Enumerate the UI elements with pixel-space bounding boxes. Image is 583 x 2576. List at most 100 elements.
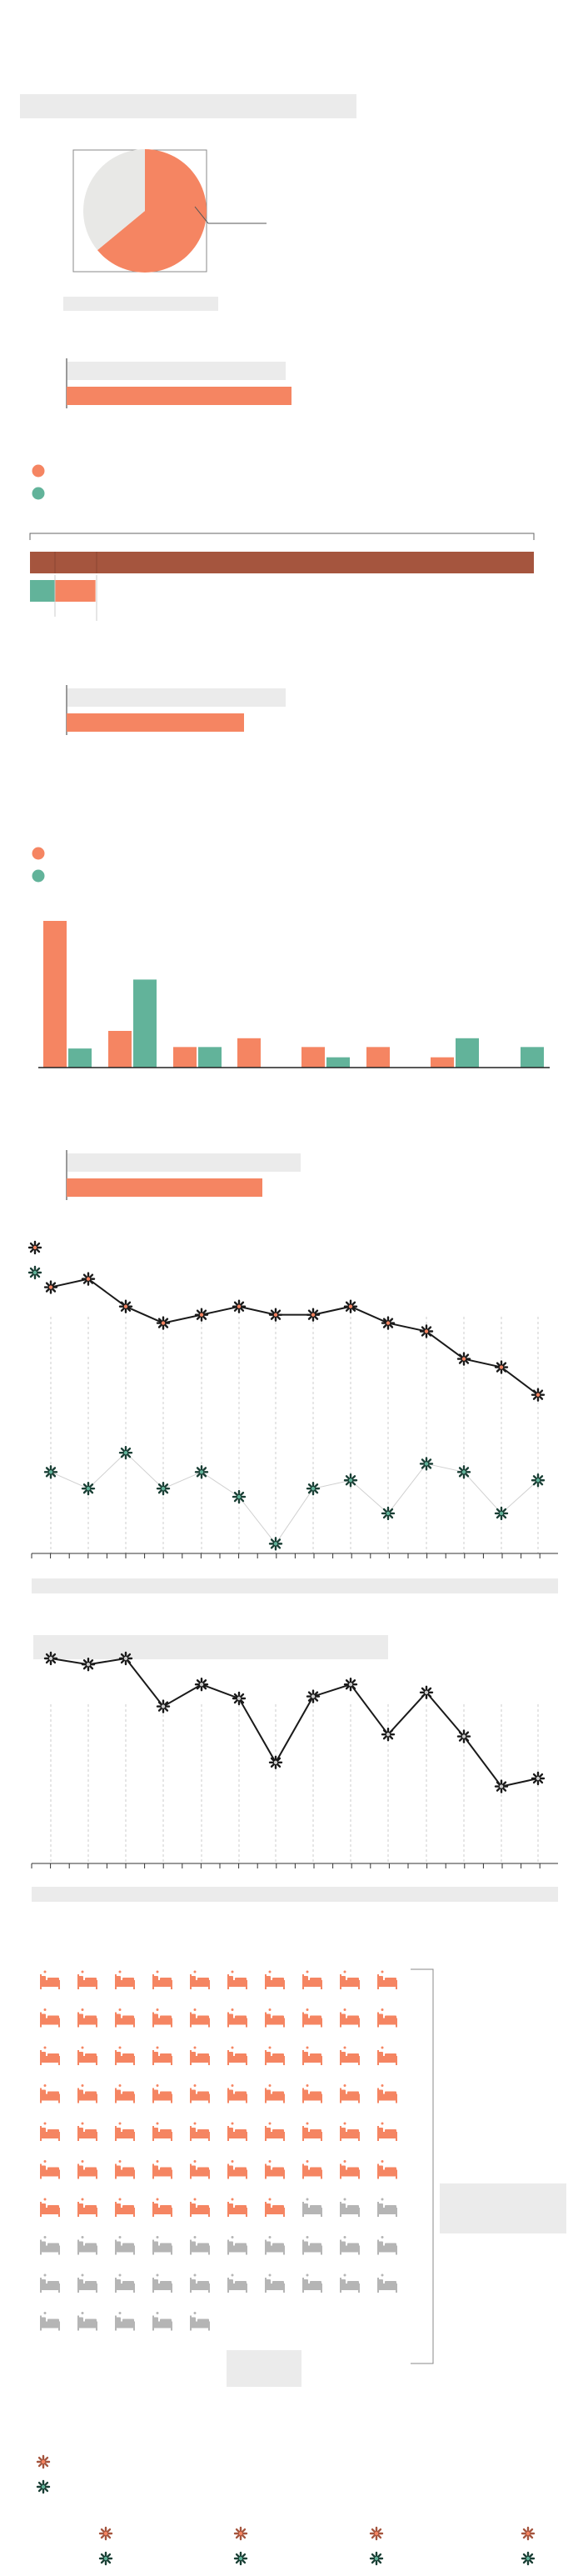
bar3-label-placeholder — [67, 1153, 301, 1172]
bed-icon — [77, 2084, 97, 2103]
point-1-1 — [81, 1481, 96, 1496]
point-0-8 — [343, 1299, 358, 1313]
bar-1-0 — [108, 1031, 132, 1068]
bed-icon — [265, 2236, 285, 2255]
bed-icon — [227, 1970, 247, 1989]
bar-7-1 — [521, 1047, 544, 1068]
bed-icon — [302, 2198, 322, 2217]
bed-icon — [340, 2160, 360, 2179]
point-0-11 — [456, 1729, 471, 1743]
bed-icon — [40, 2198, 60, 2217]
point-0-2 — [118, 1651, 133, 1666]
pie-chart — [82, 149, 207, 273]
bed-icon — [77, 2273, 97, 2293]
bed-icon — [115, 2046, 135, 2065]
bed-icon — [152, 2273, 172, 2293]
bed-icon — [40, 2046, 60, 2065]
bed-icon — [340, 2198, 360, 2217]
bed-icon — [377, 2084, 397, 2103]
bar-0-0 — [43, 921, 67, 1068]
bed-icon — [77, 2122, 97, 2141]
bar1-label-placeholder — [67, 362, 286, 380]
bed-icon — [227, 2236, 247, 2255]
comparison-bracket — [29, 533, 535, 540]
bed-icon — [302, 1970, 322, 1989]
bed-icon — [227, 2046, 247, 2065]
point-0-5 — [232, 1299, 247, 1313]
legend-top — [32, 464, 45, 500]
line1-footer-placeholder — [32, 1578, 558, 1593]
point-1-9 — [381, 1506, 396, 1521]
bed-icon — [152, 2198, 172, 2217]
line2-title-placeholder — [33, 1635, 388, 1659]
bed-icon — [302, 2046, 322, 2065]
footer-marker-bottom-3 — [521, 2551, 536, 2566]
point-0-13 — [531, 1388, 546, 1402]
bed-icon — [265, 2160, 285, 2179]
pictogram-tail-placeholder — [227, 2350, 301, 2387]
pictogram-annotation-placeholder — [440, 2183, 566, 2233]
bed-icon — [190, 2312, 210, 2331]
bed-icon — [40, 2122, 60, 2141]
bed-icon — [377, 2160, 397, 2179]
bar2-fill — [67, 713, 244, 732]
bar-5-0 — [366, 1047, 390, 1068]
pictogram-bracket — [411, 1968, 434, 2364]
point-0-5 — [232, 1691, 247, 1706]
bed-icon — [115, 2160, 135, 2179]
bed-icon — [190, 2084, 210, 2103]
point-1-2 — [118, 1445, 133, 1460]
bed-icon — [340, 2046, 360, 2065]
bed-icon — [340, 2008, 360, 2028]
point-0-6 — [268, 1755, 283, 1770]
point-1-0 — [43, 1465, 58, 1479]
series-line-0 — [50, 1278, 539, 1396]
point-0-9 — [381, 1316, 396, 1330]
point-1-5 — [232, 1489, 247, 1504]
bed-icon — [40, 2160, 60, 2179]
bed-icon — [115, 2198, 135, 2217]
bed-icon — [340, 2084, 360, 2103]
bed-icon — [40, 2273, 60, 2293]
footer-legend-star-1 — [36, 2479, 51, 2494]
bar-4-1 — [326, 1057, 350, 1068]
bar2-label-placeholder — [67, 688, 286, 707]
bed-icon — [265, 2084, 285, 2103]
legend-star-0 — [27, 1240, 42, 1255]
bed-icon — [40, 2084, 60, 2103]
bed-icon — [152, 2236, 172, 2255]
bed-icon — [190, 2273, 210, 2293]
point-1-8 — [343, 1473, 358, 1488]
comparison-bar-teal — [30, 580, 56, 602]
bed-icon — [190, 2122, 210, 2141]
bed-icon — [302, 2122, 322, 2141]
footer-marker-top-3 — [521, 2526, 536, 2541]
point-1-11 — [456, 1465, 471, 1479]
bed-icon — [302, 2236, 322, 2255]
point-1-7 — [306, 1481, 321, 1496]
bed-icon — [152, 2160, 172, 2179]
point-0-3 — [156, 1699, 171, 1713]
bar3-fill — [67, 1178, 262, 1197]
legend-dot-0 — [32, 464, 45, 478]
bed-icon — [377, 2046, 397, 2065]
point-0-8 — [343, 1677, 358, 1692]
bed-icon — [227, 2160, 247, 2179]
bed-icon — [190, 2198, 210, 2217]
series-line-0 — [50, 1657, 539, 1788]
grouped-bar-chart — [38, 921, 550, 1068]
point-0-6 — [268, 1308, 283, 1322]
bed-icon — [190, 2236, 210, 2255]
bed-icon — [265, 2046, 285, 2065]
line2-footer-placeholder — [32, 1887, 558, 1902]
bed-icon — [115, 2084, 135, 2103]
footer-markers — [36, 2454, 536, 2566]
comparison-bars — [29, 533, 535, 621]
bed-icon — [227, 2008, 247, 2028]
footer-marker-top-0 — [98, 2526, 113, 2541]
bed-icon — [190, 2160, 210, 2179]
bed-icon — [302, 2273, 322, 2293]
bar-2-0 — [173, 1047, 197, 1068]
comparison-bar-total — [30, 552, 534, 573]
